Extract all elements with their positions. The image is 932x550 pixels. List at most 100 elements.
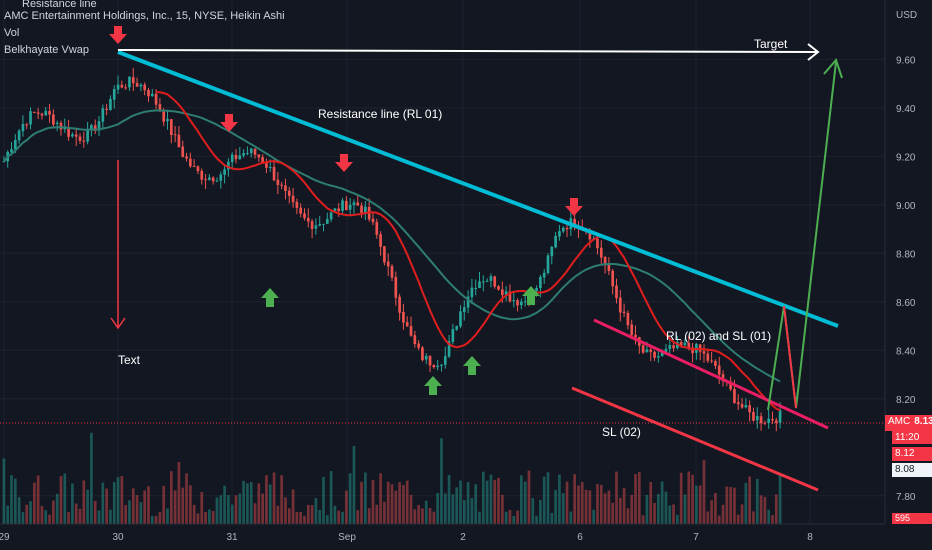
candle-body xyxy=(314,225,318,229)
time-tick-label: 30 xyxy=(112,532,124,543)
time-tick-label: 8 xyxy=(807,532,813,543)
channel-lower-line[interactable] xyxy=(571,386,819,492)
volume-bar xyxy=(390,484,394,524)
volume-bar xyxy=(402,485,405,524)
volume-bar xyxy=(497,477,500,524)
candle-body xyxy=(109,99,112,110)
volume-bar xyxy=(116,477,120,524)
volume-bar xyxy=(6,505,10,524)
candle-body xyxy=(603,257,607,266)
candle-body xyxy=(436,365,439,368)
overlay-label: Resistance line xyxy=(22,0,97,10)
volume-bar xyxy=(504,511,508,524)
volume-bar xyxy=(580,482,584,524)
volume-bar xyxy=(725,486,729,524)
volume-bar xyxy=(455,487,459,524)
volume-bar xyxy=(78,508,82,524)
candle-body xyxy=(683,342,687,346)
volume-bar xyxy=(512,515,516,524)
volume-bar xyxy=(40,505,44,524)
volume-bar xyxy=(325,515,329,524)
volume-bar xyxy=(474,484,478,524)
time-tick-label: 6 xyxy=(577,532,583,543)
candle-body xyxy=(230,154,234,163)
volume-bar xyxy=(25,504,29,524)
symbol-title[interactable]: AMC Entertainment Holdings, Inc., 15, NY… xyxy=(4,10,285,22)
time-tick-label: 29 xyxy=(0,532,10,543)
candle-body xyxy=(752,411,755,421)
volume-bar xyxy=(74,503,78,524)
price-axis-currency: USD xyxy=(896,10,917,21)
candle-body xyxy=(215,180,219,182)
channel-upper-line[interactable] xyxy=(593,318,829,430)
volume-bar xyxy=(242,480,245,524)
price-axis-ticks[interactable]: 9.60 9.40 9.20 9.00 8.80 8.60 8.40 8.20 7.80 xyxy=(896,55,916,502)
volume-bar xyxy=(120,476,124,524)
candle-body xyxy=(348,204,352,210)
candle-body xyxy=(733,388,736,403)
volume-bar xyxy=(97,510,101,524)
volume-bar xyxy=(721,504,725,524)
candle-body xyxy=(523,301,527,303)
candle-body xyxy=(29,111,32,125)
volume-bar xyxy=(82,480,86,524)
candle-body xyxy=(702,351,706,354)
volume-bar xyxy=(333,505,337,524)
volume-bar xyxy=(508,509,512,524)
volume-bar xyxy=(306,504,310,524)
candle-body xyxy=(417,343,420,348)
candle-body xyxy=(204,179,207,181)
candle-body xyxy=(169,119,173,136)
badge-countdown: 11:20 xyxy=(892,431,932,444)
badge-price-a: 8.12 xyxy=(892,447,932,461)
volume-bar xyxy=(695,485,698,524)
volume-bar xyxy=(717,515,721,524)
volume-bar xyxy=(360,481,363,524)
candle-body xyxy=(101,108,105,122)
candle-body xyxy=(265,162,268,168)
up-arrow-icon xyxy=(463,356,481,375)
volume-bar xyxy=(268,484,272,524)
indicator-vol-label[interactable]: Vol xyxy=(4,27,20,39)
time-axis-ticks[interactable]: 29 30 31 Sep 2 6 7 8 xyxy=(0,532,813,543)
candle-body xyxy=(451,329,455,342)
candle-body xyxy=(36,112,40,114)
candle-body xyxy=(740,404,744,408)
candle-body xyxy=(485,280,489,282)
resistance-line-rl01[interactable] xyxy=(117,50,839,328)
candle-body xyxy=(124,87,127,89)
volume-bar xyxy=(261,493,264,524)
volume-bar xyxy=(489,474,493,524)
candle-body xyxy=(755,416,759,421)
volume-bar xyxy=(550,512,554,524)
candle-body xyxy=(573,218,576,228)
candle-body xyxy=(405,322,409,327)
volume-bar xyxy=(672,504,675,524)
volume-bar xyxy=(778,473,782,524)
candle-body xyxy=(371,218,375,223)
volume-bar xyxy=(558,474,561,524)
volume-bar xyxy=(481,471,485,524)
candle-body xyxy=(177,134,181,148)
candle-body xyxy=(375,221,379,235)
candle-body xyxy=(379,234,382,247)
volume-bar xyxy=(345,490,348,524)
candle-body xyxy=(558,231,561,237)
volume-bar xyxy=(169,471,173,524)
volume-bar xyxy=(211,510,215,524)
target-line[interactable] xyxy=(117,49,819,53)
volume-bar xyxy=(733,487,736,524)
volume-bar xyxy=(257,483,261,524)
candle-body xyxy=(626,312,630,326)
indicator-vwap-label[interactable]: Belkhayate Vwap xyxy=(4,44,89,56)
candle-body xyxy=(535,287,538,291)
candle-body xyxy=(181,146,185,157)
volume-bar xyxy=(284,497,287,524)
candle-body xyxy=(641,345,645,353)
volume-bar xyxy=(299,511,303,524)
time-axis-bg xyxy=(0,524,885,550)
candle-body xyxy=(721,374,725,382)
volume-bar xyxy=(352,446,356,524)
volume-bar xyxy=(596,484,599,524)
